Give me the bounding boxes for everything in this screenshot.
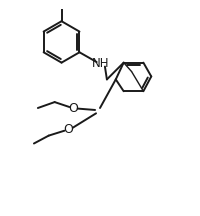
Text: NH: NH bbox=[92, 57, 110, 70]
Text: O: O bbox=[68, 102, 78, 114]
Text: O: O bbox=[64, 123, 73, 136]
